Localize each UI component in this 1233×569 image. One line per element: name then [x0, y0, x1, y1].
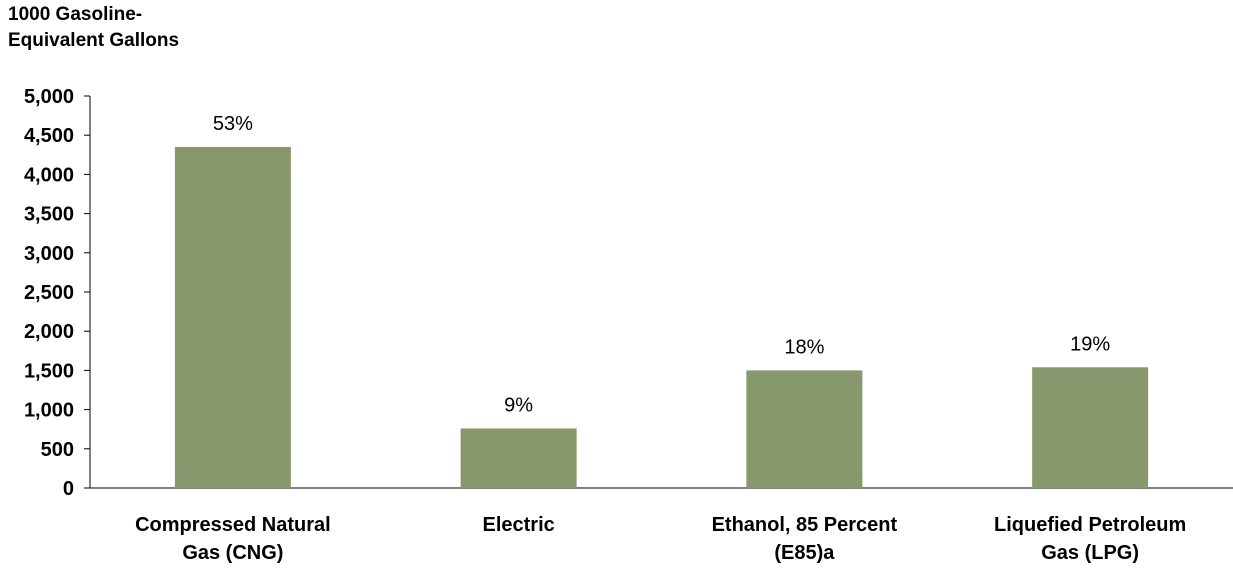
data-label: 53%: [213, 113, 253, 135]
x-category-label: Gas (LPG): [1041, 542, 1139, 564]
bar: [1032, 367, 1149, 488]
x-category-label: Liquefied Petroleum: [994, 514, 1186, 536]
y-axis-title-line-1: 1000 Gasoline-: [8, 4, 143, 25]
bar: [174, 146, 291, 488]
data-label: 18%: [784, 336, 824, 358]
x-category-label: Ethanol, 85 Percent: [712, 514, 898, 536]
y-tick-label: 3,500: [24, 204, 74, 226]
x-category-label: Compressed Natural: [135, 514, 331, 536]
y-tick-label: 0: [63, 478, 74, 500]
y-tick-label: 4,000: [24, 164, 74, 186]
y-tick-label: 2,000: [24, 321, 74, 343]
data-label: 9%: [504, 394, 533, 416]
x-category-label: Gas (CNG): [182, 542, 283, 564]
y-tick-label: 1,500: [24, 360, 74, 382]
data-label: 19%: [1070, 333, 1110, 355]
x-category-label: Electric: [482, 514, 554, 536]
bar: [460, 428, 577, 488]
y-tick-label: 1,000: [24, 400, 74, 422]
y-tick-label: 500: [41, 439, 74, 461]
y-axis-title-line-2: Equivalent Gallons: [8, 30, 180, 51]
y-tick-label: 4,500: [24, 125, 74, 147]
bar: [746, 370, 863, 488]
x-category-label: (E85)a: [774, 542, 835, 564]
y-tick-label: 5,000: [24, 86, 74, 108]
y-tick-label: 3,000: [24, 243, 74, 265]
y-tick-label: 2,500: [24, 282, 74, 304]
